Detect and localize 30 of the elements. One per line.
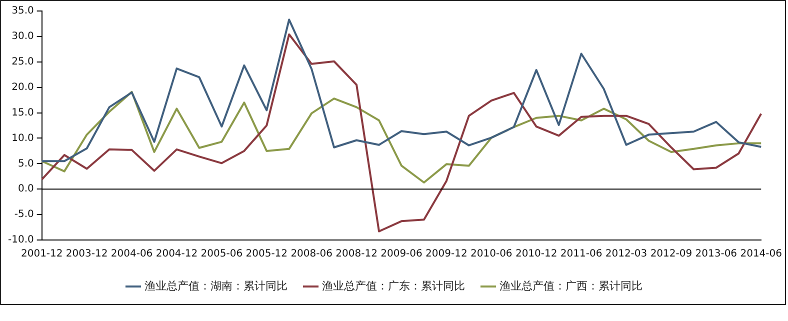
x-tick-label: 2009-06 bbox=[380, 248, 422, 260]
y-tick-label: 25.0 bbox=[12, 56, 34, 68]
x-tick-label: 2008-06 bbox=[290, 248, 332, 260]
x-tick-label: 2001-12 bbox=[20, 248, 63, 260]
y-tick-label: 30.0 bbox=[12, 31, 34, 42]
x-tick-label: 2004-06 bbox=[110, 248, 153, 260]
legend-label: 渔业总产值：广东：累计同比 bbox=[322, 279, 465, 292]
y-tick-label: 0.0 bbox=[18, 184, 34, 195]
y-tick-label: -10.0 bbox=[8, 234, 34, 246]
x-tick-label: 2012-09 bbox=[650, 248, 692, 260]
y-tick-label: 20.0 bbox=[12, 82, 34, 93]
y-tick-label: 5.0 bbox=[18, 158, 34, 170]
x-tick-label: 2003-12 bbox=[66, 248, 108, 260]
x-tick-label: 2005-12 bbox=[246, 248, 288, 260]
x-tick-label: 2011-06 bbox=[560, 248, 602, 260]
x-tick-label: 2012-03 bbox=[605, 248, 648, 260]
x-tick-label: 2014-06 bbox=[740, 248, 782, 260]
x-tick-label: 2013-06 bbox=[695, 248, 738, 260]
legend-label: 渔业总产值：广西：累计同比 bbox=[499, 279, 642, 292]
y-tick-label: -5.0 bbox=[14, 209, 34, 220]
x-tick-label: 2004-12 bbox=[156, 248, 198, 260]
x-tick-label: 2005-06 bbox=[200, 248, 243, 260]
y-tick-label: 10.0 bbox=[12, 132, 34, 144]
y-tick-label: 35.0 bbox=[12, 6, 34, 17]
y-tick-label: 15.0 bbox=[12, 107, 34, 118]
x-tick-label: 2009-12 bbox=[426, 248, 468, 260]
x-tick-label: 2008-12 bbox=[336, 248, 378, 260]
x-tick-label: 2010-06 bbox=[470, 248, 512, 260]
legend-label: 渔业总产值：湖南：累计同比 bbox=[144, 279, 288, 292]
x-tick-label: 2010-12 bbox=[515, 248, 558, 260]
